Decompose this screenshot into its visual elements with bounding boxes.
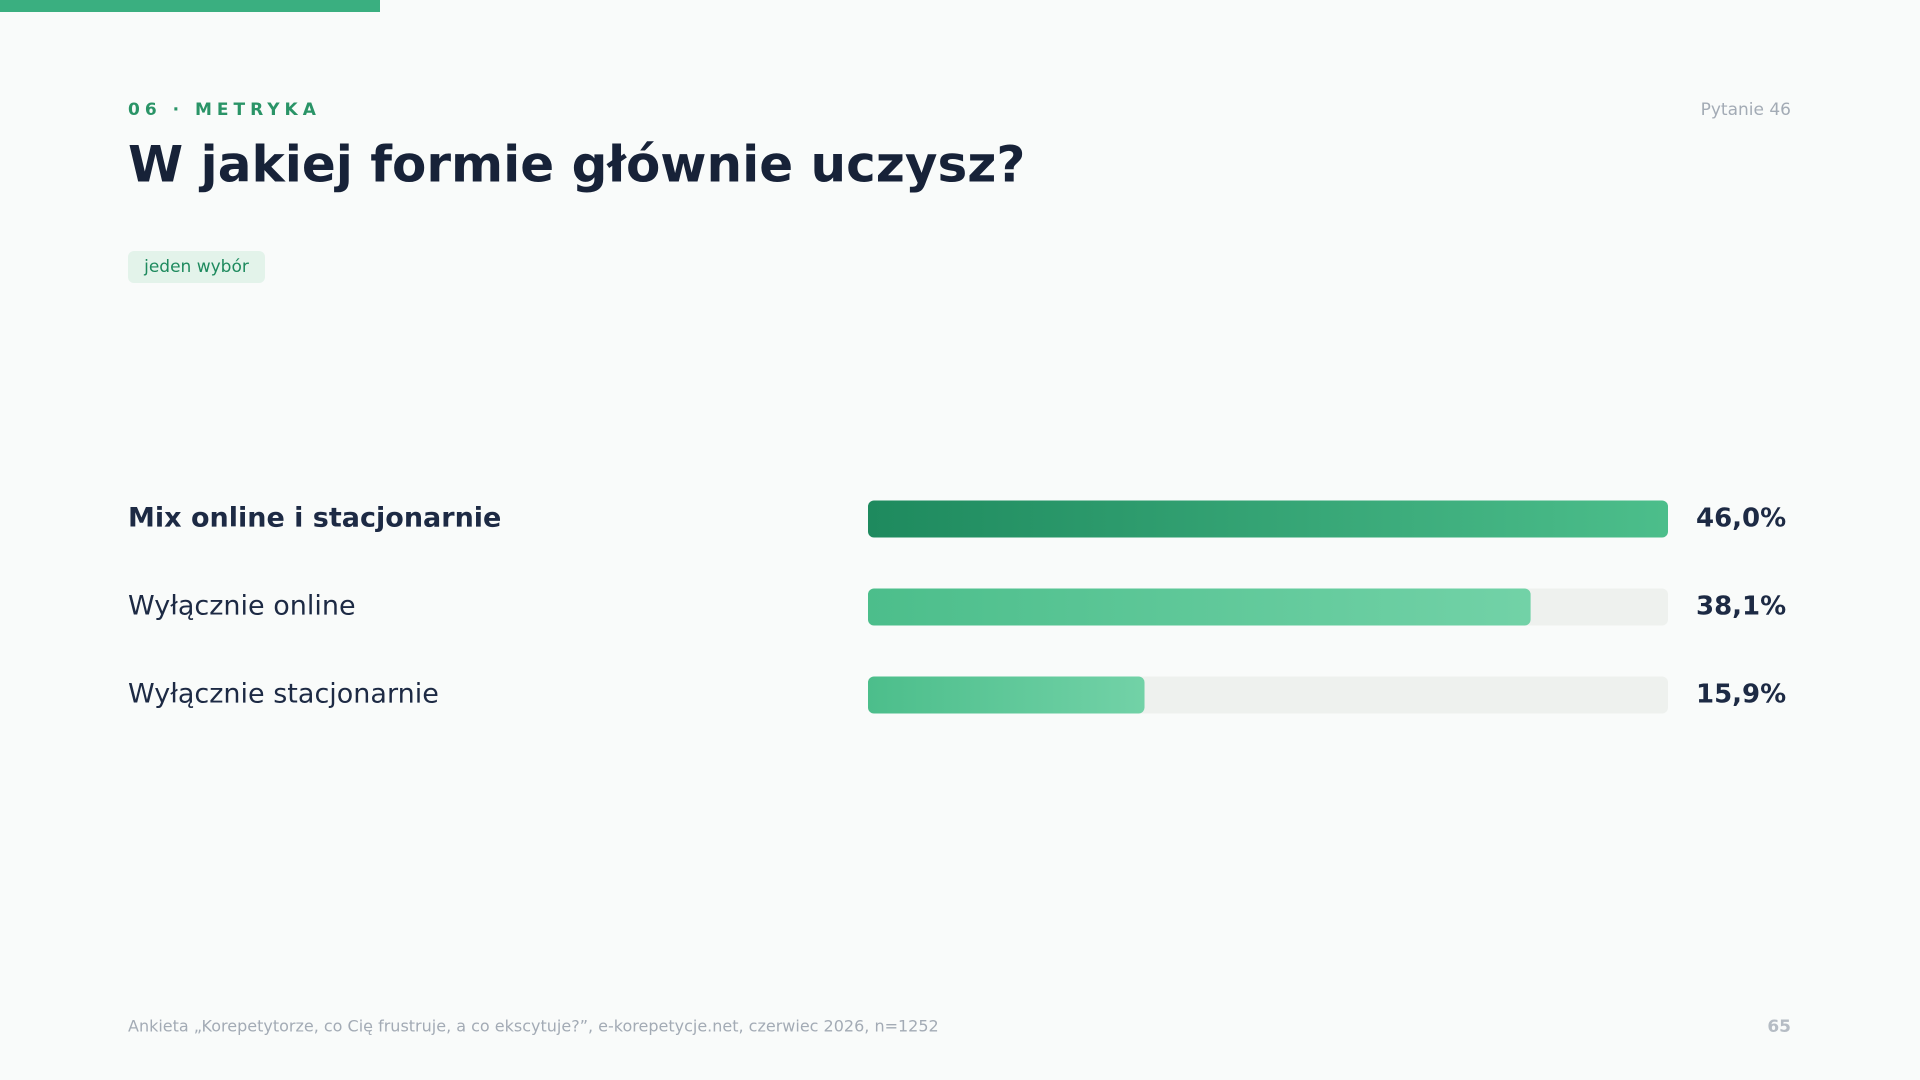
value-label: 38,1%: [1696, 592, 1786, 622]
value-label: 15,9%: [1696, 680, 1786, 710]
badge-text: jeden wybór: [143, 257, 249, 277]
value-label: 46,0%: [1696, 504, 1786, 534]
category-label: Mix online i stacjonarnie: [128, 503, 501, 534]
page-number: 65: [1767, 1017, 1791, 1037]
accent-bar: [0, 0, 380, 12]
kicker: 06 · METRYKA: [128, 100, 321, 120]
chart-title: W jakiej formie głównie uczysz?: [128, 136, 1025, 194]
source: Ankieta „Korepetytorze, co Cię frustruje…: [128, 1017, 939, 1036]
question-number: Pytanie 46: [1701, 100, 1791, 120]
category-label: Wyłącznie online: [128, 591, 356, 622]
bar: [868, 676, 1145, 714]
bar: [868, 500, 1668, 538]
category-label: Wyłącznie stacjonarnie: [128, 679, 439, 710]
badge: [128, 251, 265, 283]
bar: [868, 588, 1531, 626]
